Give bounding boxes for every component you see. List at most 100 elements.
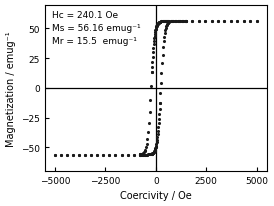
Point [143,153,147,156]
Point [248,20,252,23]
Point [143,148,147,151]
Point [171,20,176,23]
Point [157,21,161,25]
Point [83,153,87,157]
Point [165,23,170,26]
Point [138,153,142,157]
Point [125,153,130,157]
Point [241,20,246,23]
Point [59,153,63,157]
Point [153,33,157,36]
Point [140,153,145,157]
Point [158,92,162,95]
Point [155,23,160,26]
Point [144,153,148,156]
Point [180,20,184,23]
Point [184,20,188,23]
Point [141,153,145,157]
Point [151,152,155,155]
Point [162,32,167,35]
Point [145,137,150,141]
Point [170,20,174,23]
Point [147,122,151,125]
Point [159,71,164,75]
Point [156,22,160,26]
Point [145,153,150,156]
Point [142,153,146,157]
Point [155,136,159,139]
Point [107,153,112,157]
Point [77,153,81,157]
Point [174,20,178,23]
Point [241,20,246,23]
Point [149,85,153,88]
Point [153,147,158,150]
Point [125,153,130,157]
Point [138,153,142,157]
Point [153,31,157,34]
Point [152,40,156,44]
Point [182,20,187,23]
Point [190,20,195,23]
Point [254,20,259,23]
Point [89,153,93,157]
Point [65,153,69,157]
Point [154,28,158,31]
Point [132,153,136,157]
Point [151,51,155,55]
Point [155,133,160,136]
Point [150,152,155,155]
Point [59,153,63,157]
Point [155,25,159,28]
Point [165,20,169,23]
Point [161,20,166,24]
Point [160,54,165,57]
Point [153,29,158,33]
Point [119,153,124,157]
Point [167,21,172,25]
Point [154,146,158,149]
Point [142,153,147,156]
Point [184,20,188,23]
Point [162,20,166,24]
Point [178,20,182,23]
Point [159,82,163,85]
Point [222,20,227,23]
Point [77,153,81,157]
Point [145,153,149,156]
Point [142,151,146,154]
Point [167,20,172,23]
Point [71,153,75,157]
Point [190,20,195,23]
Point [138,153,142,156]
Point [161,47,165,50]
Point [203,20,207,23]
Point [141,152,145,155]
Point [177,20,181,23]
Point [152,35,157,38]
Point [209,20,214,23]
Point [83,153,87,157]
Point [152,151,156,154]
Point [71,153,75,157]
Point [154,26,159,29]
Point [150,71,154,75]
Point [235,20,239,23]
Point [209,20,214,23]
Point [154,28,158,31]
Point [166,22,170,26]
Point [147,111,152,114]
Point [154,143,159,146]
Point [158,102,162,105]
Point [235,20,239,23]
Point [158,21,162,24]
Point [149,153,153,156]
Point [89,153,93,157]
Point [157,118,161,121]
Point [174,20,178,23]
Point [140,152,144,156]
Point [182,20,187,23]
Point [154,144,158,147]
Point [157,113,161,116]
Point [138,153,142,156]
